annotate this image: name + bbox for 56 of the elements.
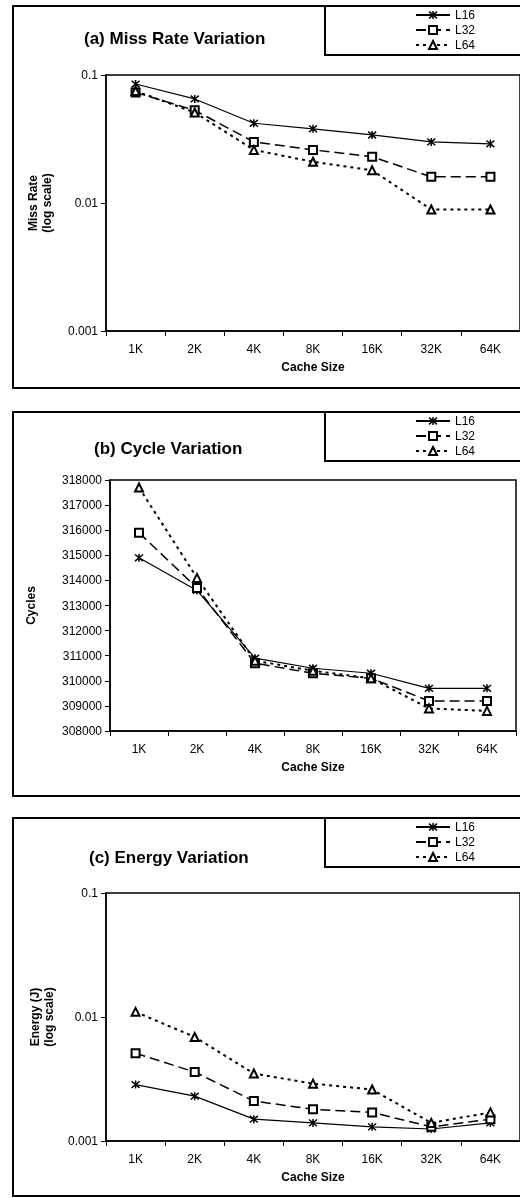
y-tick-label: 0.001 — [67, 324, 99, 338]
x-tick-label: 32K — [420, 1152, 442, 1166]
x-tick-label: 8K — [305, 1152, 321, 1166]
legend-label: L64 — [455, 850, 476, 864]
y-axis-title: Miss Rate (log scale) — [26, 173, 54, 233]
legend-label: L64 — [455, 38, 476, 52]
y-tick-label: 314000 — [61, 573, 103, 588]
x-tick-label: 2K — [189, 742, 205, 756]
y-tick-label: 309000 — [61, 698, 103, 713]
chart-title: (c) Energy Variation — [89, 848, 249, 867]
x-tick-label: 64K — [479, 342, 502, 356]
x-tick-label: 2K — [187, 1152, 203, 1166]
y-axis-title: Cycles — [24, 585, 38, 625]
y-tick-label: 0.1 — [81, 886, 99, 900]
y-tick-label: 311000 — [62, 648, 103, 663]
y-axis-title: Energy (J) (log scale) — [28, 987, 56, 1047]
y-tick-label: 317000 — [61, 498, 103, 513]
x-axis-title: Cache Size — [281, 760, 345, 774]
legend-label: L32 — [455, 23, 476, 37]
y-tick-label: 0.001 — [67, 1134, 99, 1148]
y-tick-label: 310000 — [61, 673, 103, 688]
legend-label: L16 — [455, 8, 476, 22]
chart-title: (b) Cycle Variation — [94, 439, 243, 458]
chart-title: (a) Miss Rate Variation — [84, 29, 266, 48]
x-tick-label: 4K — [246, 342, 262, 356]
x-tick-label: 1K — [128, 342, 143, 356]
x-tick-label: 8K — [305, 742, 321, 756]
y-tick-label: 315000 — [61, 548, 103, 563]
y-tick-label: 0.01 — [74, 196, 99, 210]
x-tick-label: 16K — [360, 742, 382, 756]
x-tick-label: 32K — [418, 742, 440, 756]
x-tick-label: 2K — [187, 342, 203, 356]
x-tick-label: 1K — [131, 742, 147, 756]
y-tick-label: 316000 — [61, 523, 103, 538]
legend-label: L32 — [455, 429, 476, 443]
y-tick-label: 318000 — [61, 473, 103, 487]
x-tick-label: 8K — [305, 342, 321, 356]
y-tick-label: 0.1 — [81, 68, 99, 82]
x-axis-title: Cache Size — [281, 1170, 345, 1184]
y-tick-label: 313000 — [61, 598, 103, 613]
y-tick-label: 312000 — [61, 623, 103, 638]
x-tick-label: 16K — [361, 1152, 383, 1166]
legend-label: L64 — [455, 444, 476, 458]
x-tick-label: 64K — [476, 742, 498, 756]
legend-label: L32 — [455, 835, 476, 849]
y-tick-label: 308000 — [61, 724, 103, 738]
x-tick-label: 1K — [128, 1152, 143, 1166]
y-tick-label: 0.01 — [74, 1010, 99, 1024]
x-tick-label: 16K — [361, 342, 383, 356]
x-tick-label: 64K — [479, 1152, 502, 1166]
legend-label: L16 — [455, 414, 476, 428]
x-tick-label: 32K — [420, 342, 442, 356]
x-tick-label: 4K — [246, 1152, 262, 1166]
x-axis-title: Cache Size — [281, 360, 345, 374]
x-tick-label: 4K — [247, 742, 263, 756]
legend-label: L16 — [455, 820, 476, 834]
